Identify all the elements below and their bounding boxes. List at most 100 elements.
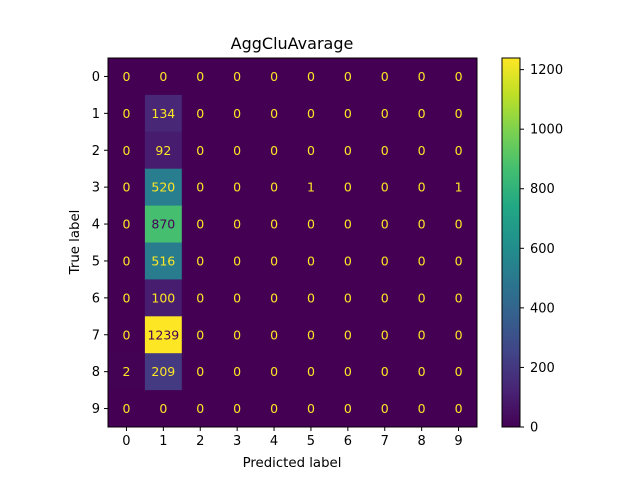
heatmap-cell (440, 279, 478, 317)
cell-value-label: 0 (159, 401, 167, 416)
cell-value-label: 0 (196, 290, 204, 305)
heatmap-cell (218, 353, 257, 391)
heatmap-cell (292, 168, 330, 207)
cell-value-labels: 0 0 0 0 0 0 0 0 0 0 0 134 0 0 0 0 0 0 0 0 0 92 0 0 0 0 0 0 0 0 0 520 0 0 0… (122, 69, 462, 416)
heatmap-cell (218, 58, 257, 96)
cell-value-label: 0 (418, 253, 426, 268)
cell-value-label: 0 (196, 69, 204, 84)
cell-value-label: 0 (233, 69, 241, 84)
cell-value-label: 0 (270, 327, 278, 342)
cell-value-label: 0 (455, 143, 463, 158)
heatmap-cell (255, 353, 293, 391)
cell-value-label: 134 (151, 106, 175, 121)
heatmap-cell (218, 168, 257, 207)
heatmap-cell (366, 316, 404, 354)
cell-value-label: 0 (307, 217, 315, 232)
y-tick-label: 0 (92, 70, 100, 85)
cell-value-label: 0 (196, 327, 204, 342)
heatmap-cell (440, 94, 478, 133)
heatmap-cell (181, 205, 220, 243)
cell-value-label: 0 (270, 290, 278, 305)
heatmap-cell (440, 168, 478, 207)
cell-value-label: 0 (196, 106, 204, 121)
cell-value-label: 0 (122, 217, 130, 232)
heatmap-cell (292, 131, 330, 170)
cell-value-label: 0 (455, 364, 463, 379)
cell-value-label: 0 (344, 217, 352, 232)
cell-value-label: 0 (307, 401, 315, 416)
cell-value-label: 0 (344, 253, 352, 268)
x-tick-label: 0 (122, 434, 130, 449)
heatmap-cell (440, 390, 478, 428)
cell-value-label: 0 (270, 401, 278, 416)
heatmap-cell (218, 316, 257, 354)
cell-value-label: 92 (155, 143, 171, 158)
cell-value-label: 0 (455, 69, 463, 84)
heatmap-cell (218, 94, 257, 133)
cell-value-label: 0 (455, 290, 463, 305)
cell-value-label: 0 (270, 143, 278, 158)
cell-value-label: 0 (196, 364, 204, 379)
x-tick-label: 6 (344, 434, 352, 449)
heatmap-cell (292, 390, 330, 428)
cell-value-label: 100 (151, 290, 175, 305)
heatmap-cell (144, 353, 183, 391)
cell-value-label: 0 (307, 290, 315, 305)
colorbar-tick-label: 400 (530, 301, 555, 316)
heatmap-cell (255, 168, 293, 207)
plot-frame (107, 57, 478, 428)
heatmap-cell (329, 279, 367, 317)
heatmap-cell (292, 279, 330, 317)
y-tick-label: 1 (92, 107, 100, 122)
cell-value-label: 0 (381, 143, 389, 158)
cell-value-label: 0 (344, 290, 352, 305)
heatmap-cell (440, 131, 478, 170)
heatmap-cell (366, 58, 404, 96)
heatmap-cell (108, 242, 146, 280)
cell-value-label: 0 (196, 143, 204, 158)
x-axis-label: Predicted label (243, 456, 342, 471)
cell-value-label: 0 (381, 217, 389, 232)
cell-value-label: 0 (381, 290, 389, 305)
heatmap-cell (292, 242, 330, 280)
cell-value-label: 0 (344, 180, 352, 195)
heatmap-cell (255, 242, 293, 280)
heatmap-cell (181, 279, 220, 317)
heatmap-cell (440, 353, 478, 391)
cell-value-label: 0 (122, 143, 130, 158)
heatmap-cell (144, 242, 183, 280)
cell-value-label: 0 (307, 69, 315, 84)
cell-value-label: 520 (151, 180, 175, 195)
cell-value-label: 516 (151, 253, 175, 268)
heatmap-cell (292, 316, 330, 354)
cell-value-label: 2 (122, 364, 130, 379)
cell-value-label: 0 (122, 327, 130, 342)
heatmap-cell (403, 353, 441, 391)
heatmap-cell (218, 205, 257, 243)
heatmap-cell (144, 94, 183, 133)
x-tick-label: 5 (307, 434, 315, 449)
y-tick-label: 8 (92, 365, 100, 380)
cell-value-label: 0 (196, 401, 204, 416)
heatmap-cell (329, 168, 367, 207)
cell-value-label: 0 (122, 290, 130, 305)
heatmap-cell (329, 131, 367, 170)
colorbar-tick-label: 800 (530, 182, 555, 197)
cell-value-label: 1 (455, 180, 463, 195)
cell-value-label: 0 (233, 106, 241, 121)
cell-value-label: 0 (270, 364, 278, 379)
cell-value-label: 0 (381, 364, 389, 379)
heatmap-cell (255, 94, 293, 133)
heatmap-cell (329, 242, 367, 280)
y-tick-label: 2 (92, 144, 100, 159)
y-tick-label: 3 (92, 181, 100, 196)
cell-value-label: 0 (418, 327, 426, 342)
cell-value-label: 0 (307, 106, 315, 121)
heatmap-cell (329, 316, 367, 354)
cell-value-label: 0 (344, 327, 352, 342)
colorbar (501, 57, 521, 428)
heatmap-cell (292, 353, 330, 391)
heatmap-cell (366, 131, 404, 170)
cell-value-label: 0 (381, 69, 389, 84)
y-tick-label: 7 (92, 328, 100, 343)
